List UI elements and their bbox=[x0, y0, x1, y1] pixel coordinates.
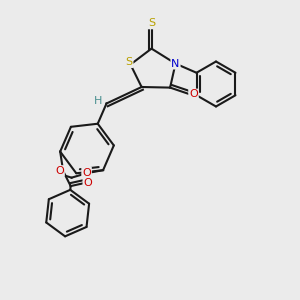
Text: N: N bbox=[171, 58, 180, 69]
Text: S: S bbox=[125, 57, 133, 67]
Text: O: O bbox=[189, 89, 198, 100]
Text: O: O bbox=[83, 178, 92, 188]
Text: O: O bbox=[82, 168, 91, 178]
Text: H: H bbox=[94, 95, 102, 106]
Text: O: O bbox=[55, 166, 64, 176]
Text: S: S bbox=[148, 18, 155, 28]
